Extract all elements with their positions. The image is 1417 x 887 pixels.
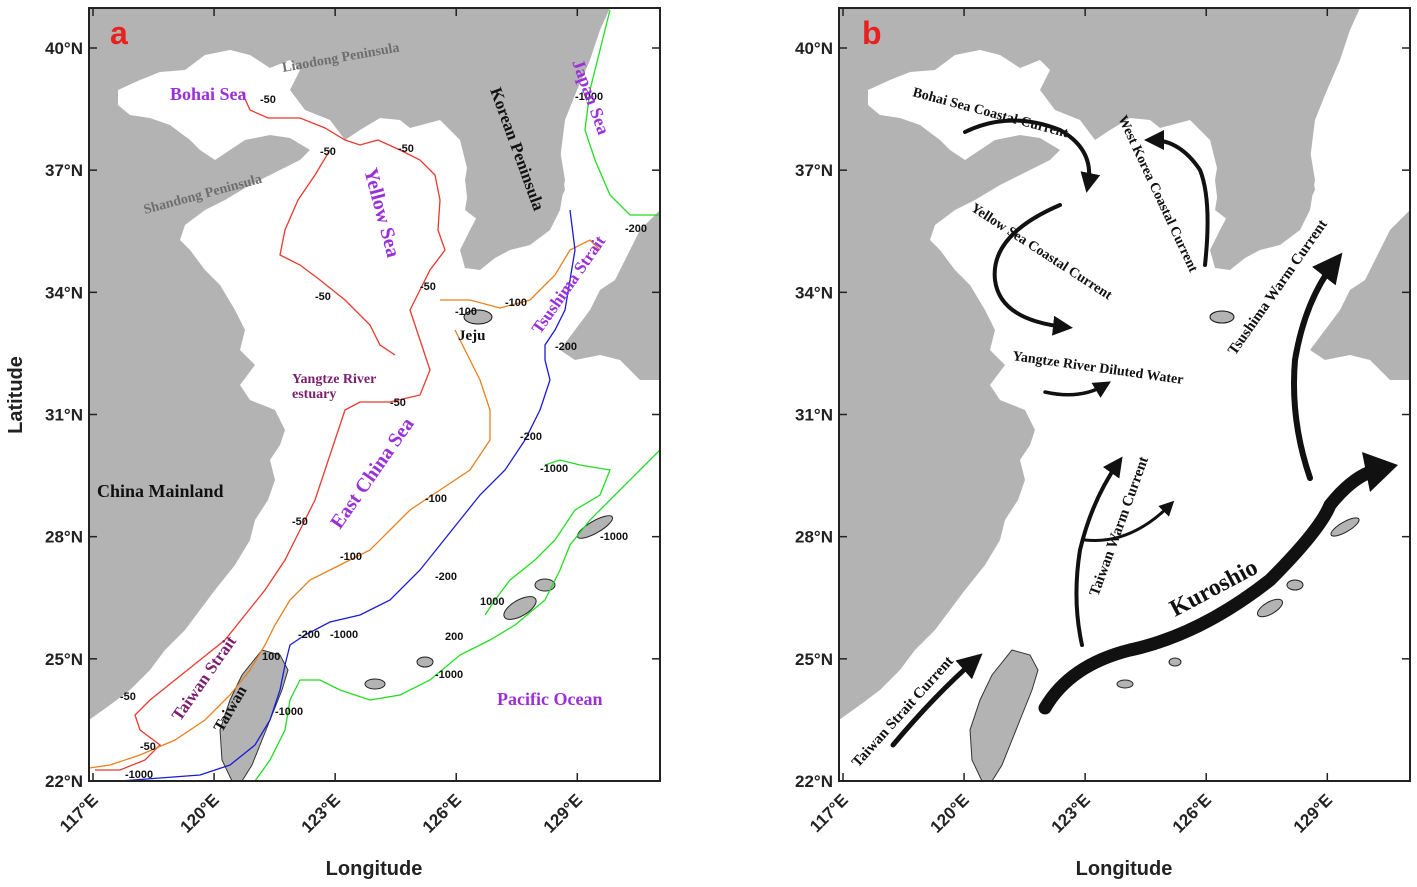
panel-a-ylabel: Latitude xyxy=(5,356,27,434)
contour-label: -1000 xyxy=(540,463,568,475)
jeju-island xyxy=(1209,310,1235,324)
contour-label: -100 xyxy=(505,297,527,309)
kuroshio-arrow-head xyxy=(1362,452,1398,492)
panel-b-xlabel: Longitude xyxy=(1076,858,1173,880)
contour-label: -100 xyxy=(455,306,477,318)
kuroshio-arrow xyxy=(1038,465,1377,715)
x-tick-label: 117°E xyxy=(56,790,102,836)
taiwan-strait-arrow xyxy=(890,653,983,748)
y-tick-label: 31°N xyxy=(45,406,83,425)
contour-label: -1000 xyxy=(575,91,603,103)
contour-1000m xyxy=(254,9,660,781)
panel-a-map: -50 -50 -50 -50 -50 -50 -50 -50 -50 -100… xyxy=(89,8,660,781)
y-tick-label: 40°N xyxy=(45,39,83,58)
contour-50m xyxy=(95,91,446,771)
y-tick-label: 31°N xyxy=(795,406,833,425)
panel-b-letter: b xyxy=(862,15,882,51)
contour-50m-yellow-sea xyxy=(279,149,396,356)
contour-label: -1000 xyxy=(330,629,358,641)
contour-label: -100 xyxy=(425,493,447,505)
panel-b-map: Bohai Sea Coastal Current West Korea Coa… xyxy=(839,8,1410,781)
y-tick-label: 22°N xyxy=(45,772,83,791)
contour-labels: -50 -50 -50 -50 -50 -50 -50 -50 -50 -100… xyxy=(120,91,647,781)
ryukyu-islands xyxy=(1116,517,1360,689)
contour-100m xyxy=(89,239,601,769)
taiwan-warm-arrow-branch xyxy=(1083,500,1175,543)
contour-label: -50 xyxy=(315,291,331,303)
contour-label: 1000 xyxy=(480,596,504,608)
y-tick-label: 34°N xyxy=(795,283,833,302)
contour-label: -1000 xyxy=(435,669,463,681)
taiwan-island xyxy=(969,649,1039,781)
contour-label: -50 xyxy=(260,94,276,106)
region-bohai-sea: Bohai Sea xyxy=(170,84,247,104)
y-tick-label: 34°N xyxy=(45,283,83,302)
x-tick-label: 129°E xyxy=(1290,790,1336,836)
region-yangtze-line2: estuary xyxy=(292,387,336,402)
panel-a-frame xyxy=(88,7,661,782)
panel-a-letter: a xyxy=(110,15,128,51)
ryukyu-islands xyxy=(364,515,614,690)
x-tick-label: 120°E xyxy=(927,790,973,836)
x-tick-label: 126°E xyxy=(419,790,465,836)
contour-label: -200 xyxy=(555,341,577,353)
contour-label: -200 xyxy=(625,223,647,235)
y-tick-label: 37°N xyxy=(45,161,83,180)
contour-label: -50 xyxy=(320,146,336,158)
contour-label: -50 xyxy=(292,516,308,528)
taiwan-warm-arrow-main xyxy=(1074,456,1123,647)
region-pacific-ocean: Pacific Ocean xyxy=(497,689,602,709)
panel-a: -50 -50 -50 -50 -50 -50 -50 -50 -50 -100… xyxy=(5,7,661,880)
x-tick-label: 123°E xyxy=(298,790,344,836)
y-tick-label: 25°N xyxy=(795,650,833,669)
sea-area xyxy=(89,8,660,781)
y-tick-label: 40°N xyxy=(795,39,833,58)
contour-label: -50 xyxy=(398,143,414,155)
korean-peninsula xyxy=(1210,80,1315,270)
y-tick-label: 28°N xyxy=(795,528,833,547)
panel-b-frame xyxy=(838,7,1411,782)
contour-label: -1000 xyxy=(600,531,628,543)
yellow-sea-current-arrow xyxy=(992,203,1073,336)
contour-label: -1000 xyxy=(125,769,153,781)
y-tick-label: 25°N xyxy=(45,650,83,669)
contour-label: -50 xyxy=(120,691,136,703)
bohai-current-arrow xyxy=(963,118,1101,193)
x-tick-label: 126°E xyxy=(1169,790,1215,836)
region-china-mainland: China Mainland xyxy=(97,481,224,501)
contour-label: -200 xyxy=(520,431,542,443)
contour-label: -1000 xyxy=(275,706,303,718)
tsushima-current-arrow xyxy=(1291,252,1343,481)
panel-b: Bohai Sea Coastal Current West Korea Coa… xyxy=(795,7,1411,880)
contour-label: -50 xyxy=(420,281,436,293)
x-tick-label: 117°E xyxy=(806,790,852,836)
contour-label: -100 xyxy=(340,551,362,563)
x-tick-label: 123°E xyxy=(1048,790,1094,836)
yangtze-arrow xyxy=(1043,381,1112,398)
y-tick-label: 28°N xyxy=(45,528,83,547)
region-jeju: Jeju xyxy=(458,328,486,344)
contour-1000m-inner xyxy=(484,459,611,616)
x-tick-label: 129°E xyxy=(540,790,586,836)
korean-peninsula xyxy=(460,80,565,270)
y-tick-label: 22°N xyxy=(795,772,833,791)
west-korea-current-arrow xyxy=(1144,130,1210,267)
japan-kyushu xyxy=(600,280,660,370)
taiwan-island xyxy=(219,649,289,781)
contour-200m xyxy=(119,209,576,781)
region-yangtze-line1: Yangtze River xyxy=(292,372,376,387)
japan-kyushu xyxy=(1350,280,1410,370)
contour-label: -200 xyxy=(298,629,320,641)
contour-label: 100 xyxy=(262,651,280,663)
contour-label: -50 xyxy=(140,741,156,753)
contour-label: -50 xyxy=(390,397,406,409)
contour-label: 200 xyxy=(445,631,463,643)
panel-a-xlabel: Longitude xyxy=(326,858,423,880)
contour-label: -200 xyxy=(435,571,457,583)
jeju-island xyxy=(463,309,493,325)
y-tick-label: 37°N xyxy=(795,161,833,180)
current-arrows xyxy=(890,118,1398,748)
x-tick-label: 120°E xyxy=(177,790,223,836)
